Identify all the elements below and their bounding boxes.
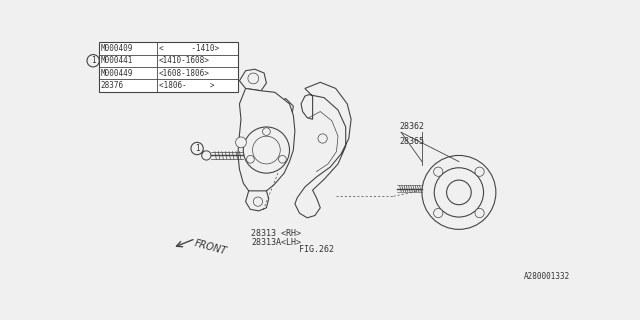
Text: <1608-1806>: <1608-1806> [159,68,209,77]
Text: 28376: 28376 [101,81,124,90]
Polygon shape [239,69,266,91]
Text: FIG.262: FIG.262 [299,245,334,254]
Text: 1: 1 [195,144,200,153]
Circle shape [191,142,204,155]
Circle shape [447,180,471,205]
Circle shape [475,208,484,218]
Text: 1: 1 [91,56,95,65]
Polygon shape [275,99,293,119]
Polygon shape [295,82,351,218]
Circle shape [422,156,496,229]
Text: <1806-     >: <1806- > [159,81,214,90]
Circle shape [433,208,443,218]
Text: <1410-1608>: <1410-1608> [159,56,209,65]
Circle shape [318,134,327,143]
Polygon shape [246,191,269,211]
Text: 28365: 28365 [399,137,424,146]
Circle shape [253,136,280,164]
Circle shape [253,197,262,206]
Circle shape [278,156,286,163]
Text: FRONT: FRONT [193,239,228,257]
Polygon shape [238,88,295,194]
Circle shape [475,167,484,176]
Text: A280001332: A280001332 [524,272,570,281]
Circle shape [202,151,211,160]
Circle shape [243,127,289,173]
Text: 28362: 28362 [399,122,424,131]
Circle shape [87,55,99,67]
Circle shape [262,128,270,135]
Circle shape [435,168,484,217]
Text: <      -1410>: < -1410> [159,44,219,53]
Text: M000449: M000449 [101,68,133,77]
Bar [99,42,238,92]
Circle shape [246,156,254,163]
Text: M000409: M000409 [101,44,133,53]
Circle shape [280,105,289,114]
Text: 28313A<LH>: 28313A<LH> [251,238,301,247]
Text: 28313 <RH>: 28313 <RH> [251,228,301,237]
Circle shape [248,73,259,84]
Circle shape [236,137,246,148]
Text: M000441: M000441 [101,56,133,65]
Circle shape [433,167,443,176]
